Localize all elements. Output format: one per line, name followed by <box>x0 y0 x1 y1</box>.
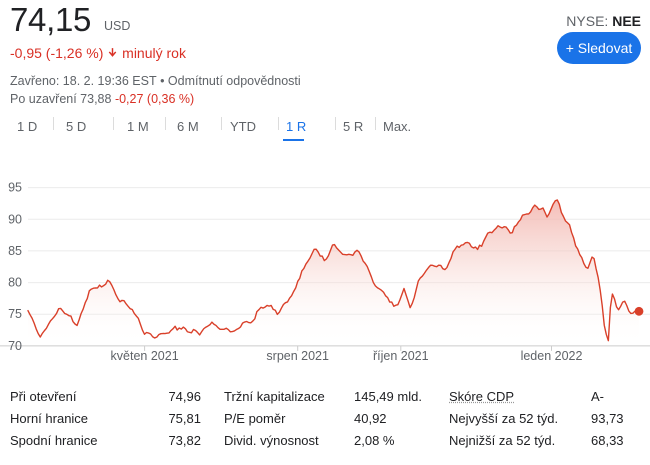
svg-text:srpen 2021: srpen 2021 <box>266 349 329 363</box>
svg-text:květen 2021: květen 2021 <box>111 349 179 363</box>
svg-text:80: 80 <box>8 276 22 290</box>
svg-text:95: 95 <box>8 181 22 195</box>
svg-text:75: 75 <box>8 307 22 321</box>
svg-text:90: 90 <box>8 212 22 226</box>
svg-text:85: 85 <box>8 244 22 258</box>
svg-text:říjen 2021: říjen 2021 <box>373 349 429 363</box>
svg-text:leden 2022: leden 2022 <box>521 349 583 363</box>
